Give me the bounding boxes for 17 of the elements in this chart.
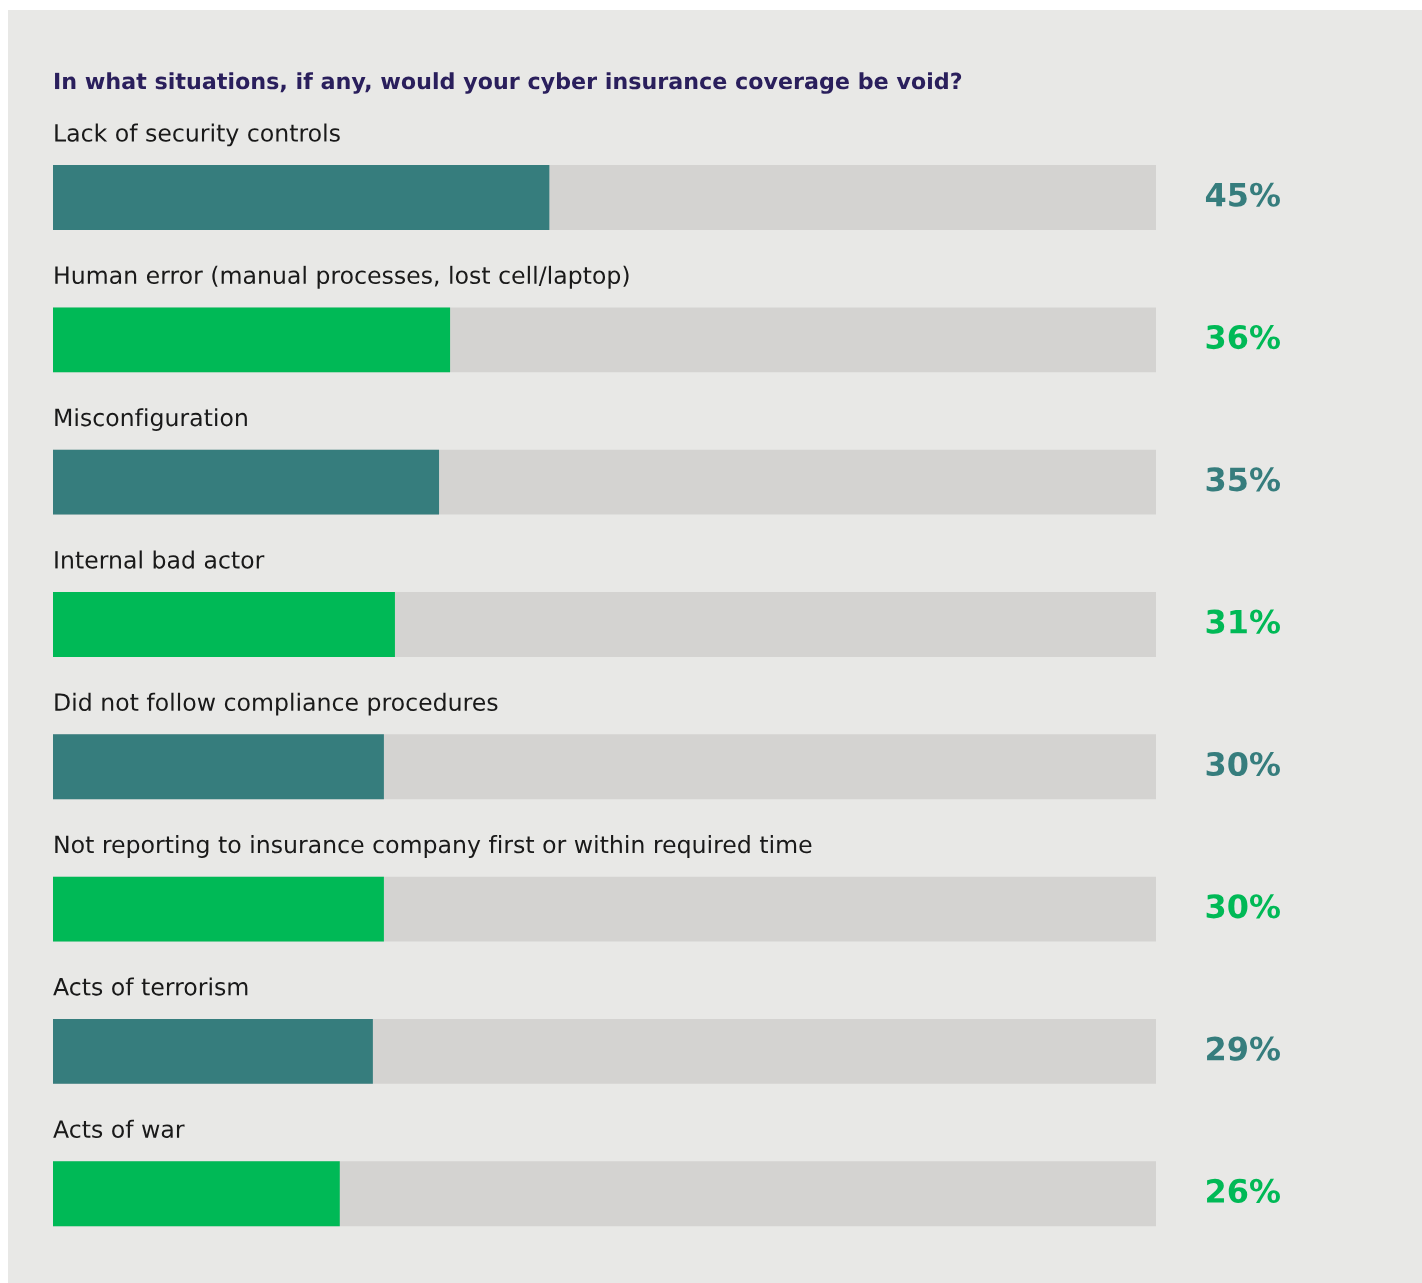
- y-tick-label: Not reporting to insurance company first or within required time: [55, 835, 812, 858]
- y-tick-label: Misconfiguration: [55, 408, 247, 431]
- y-tick-label: Internal bad actor: [55, 550, 265, 569]
- data-label: 26%: [1207, 1178, 1280, 1203]
- y-tick-label: Human error (manual processes, lost cell/laptop): [55, 265, 629, 289]
- y-tick-label: Acts of terrorism: [53, 977, 248, 996]
- data-label: 45%: [1205, 182, 1280, 207]
- data-label: 29%: [1207, 1036, 1280, 1061]
- data-label: 35%: [1206, 467, 1280, 492]
- data-label: 30%: [1206, 751, 1280, 777]
- data-label: 36%: [1206, 324, 1280, 350]
- data-label: 31%: [1206, 609, 1280, 634]
- y-tick-label: Lack of security controls: [55, 123, 340, 147]
- y-tick-label: Acts of war: [53, 1119, 185, 1138]
- data-label: 30%: [1206, 894, 1280, 919]
- chart-title: In what situations, if any, would your cyber insurance coverage be void?: [55, 72, 962, 94]
- y-tick-label: Did not follow compliance procedures: [55, 692, 498, 716]
